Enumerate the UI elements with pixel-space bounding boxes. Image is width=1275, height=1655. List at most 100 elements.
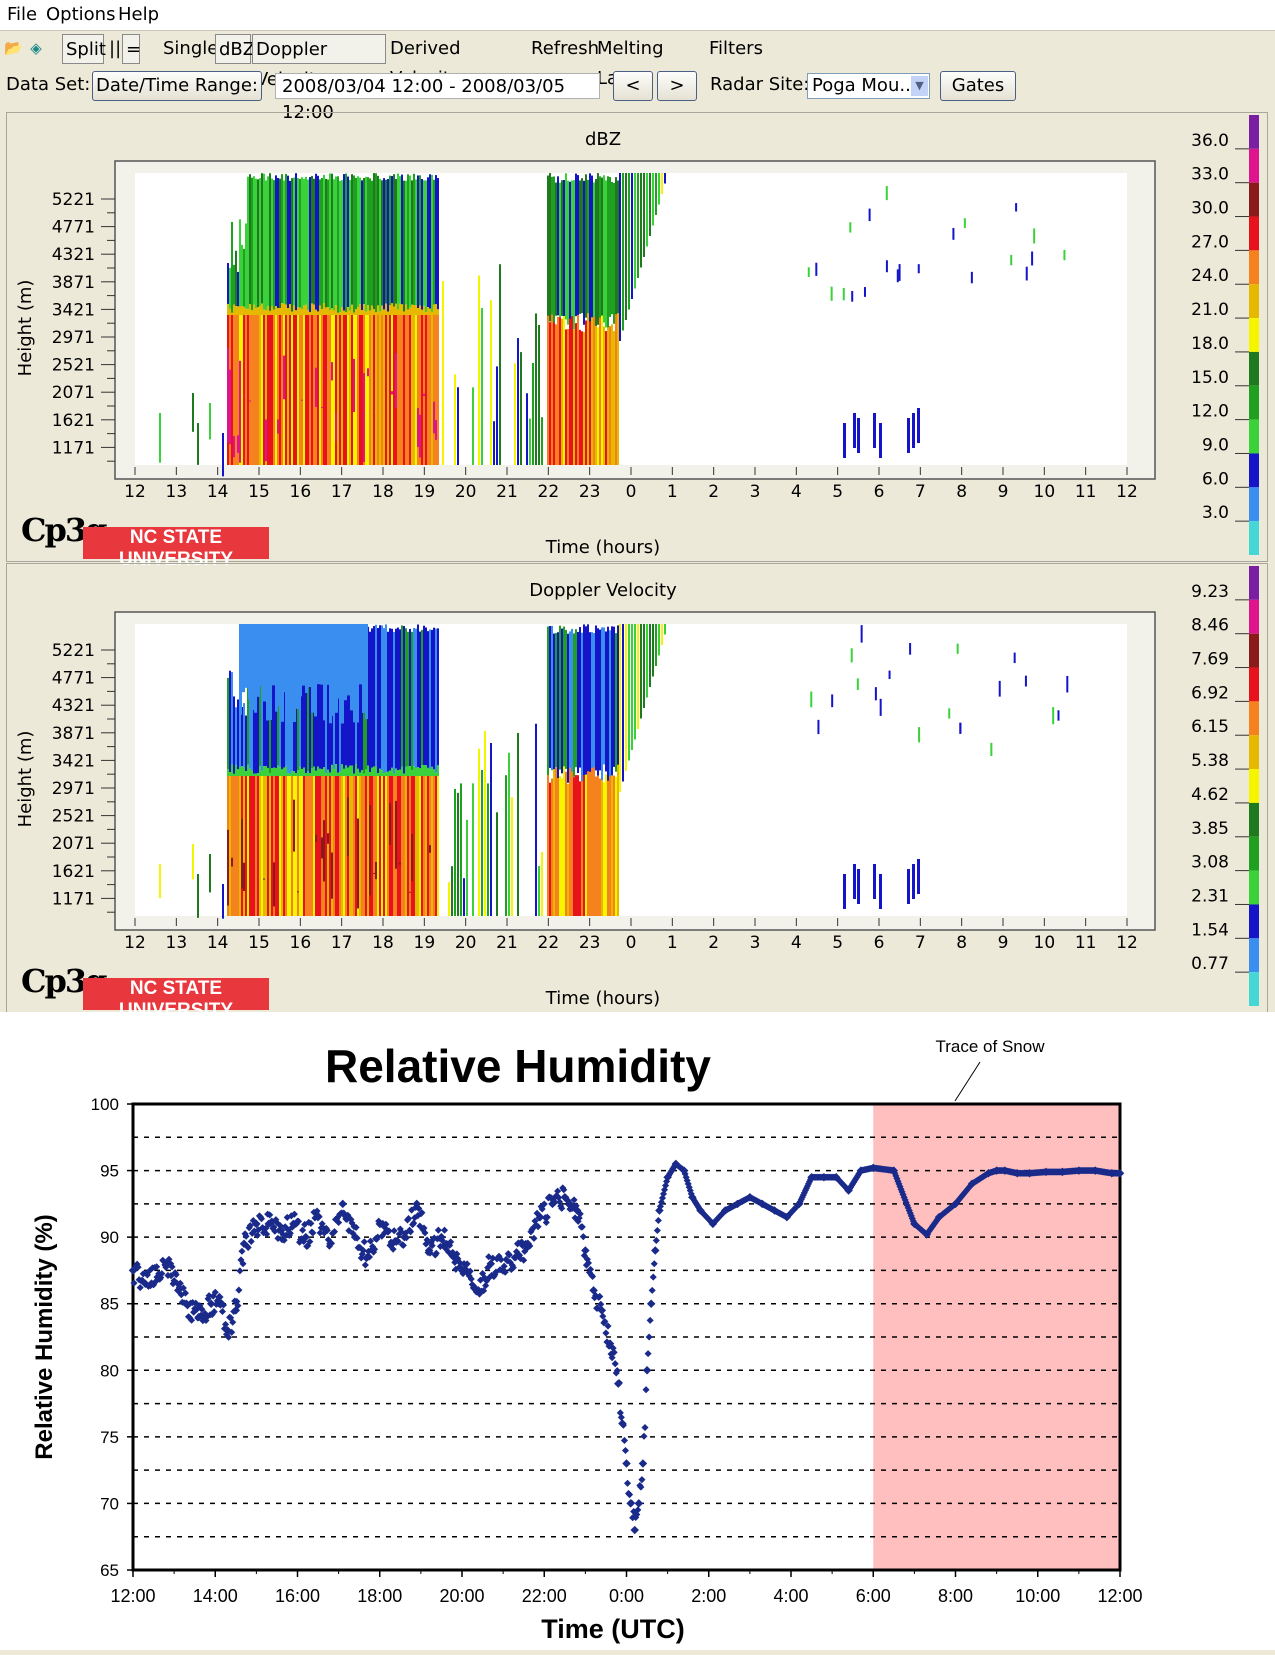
radar-echo [303,627,305,768]
rh-trace-marker [646,1316,654,1324]
date-range-field[interactable]: 2008/03/04 12:00 - 2008/03/05 12:00 [275,73,600,123]
radar-site-select[interactable]: Poga Mou... ▼ [807,73,930,99]
radar-echo [231,221,233,313]
radar-echo [551,778,553,916]
x-tick-label: 4 [791,933,802,953]
radar-echo [229,308,231,315]
radar-echo [355,764,357,776]
radar-echo [567,783,569,916]
radar-echo [281,315,283,465]
chevron-down-icon[interactable]: ▼ [911,76,928,96]
doppler-velocity-panel: 5221 4771 4321 3871 3421 2971 2521 2071 1621 1171… [6,563,1268,1021]
radar-echo [307,776,309,916]
radar-echo [277,308,279,315]
radar-echo [409,175,411,308]
rh-y-tick-label: 100 [91,1095,119,1114]
colorbar-label: 30.0 [1191,199,1229,219]
radar-echo [379,178,381,312]
y-tick-label: 2971 [52,779,95,799]
rh-x-axis-label: Time (UTC) [541,1614,685,1644]
rh-trace-marker [235,1286,243,1294]
rh-trace-marker [365,1253,374,1261]
radar-echo [571,628,573,781]
radar-echo [581,178,583,314]
side-by-side-button[interactable]: || [109,38,122,59]
radar-echo [265,776,267,916]
radar-echo [579,180,581,314]
radar-echo [575,629,577,768]
radar-echo [415,628,417,769]
radar-echo [263,173,265,310]
radar-echo [321,768,323,776]
gates-button[interactable]: Gates [940,71,1016,101]
radar-echo [842,287,845,301]
radar-echo [538,865,540,916]
radar-echo [655,624,657,666]
rh-y-tick-label: 90 [100,1228,119,1247]
radar-echo [319,305,321,315]
doppler-velocity-button[interactable]: Doppler Velocity [252,34,386,90]
split-button[interactable]: Split [62,34,106,64]
menu-file[interactable]: File [7,4,38,25]
radar-echo [419,315,421,465]
melting-layer-button[interactable]: Melting Layer [597,38,664,89]
radar-echo [239,672,241,768]
layers-icon[interactable]: ◈ [30,39,42,57]
radar-echo [245,776,247,916]
rh-trace-marker [654,1216,662,1225]
single-button[interactable]: Single [163,38,219,59]
radar-echo [255,773,257,776]
rh-trace-marker [642,1386,650,1394]
radar-echo [357,307,359,315]
radar-echo [577,631,579,774]
menu-options[interactable]: Options [46,4,116,25]
radar-echo [345,173,347,313]
folder-open-icon[interactable]: 📂 [4,39,23,57]
filters-button[interactable]: Filters [709,38,763,59]
next-button[interactable]: > [657,71,697,101]
radar-echo [655,173,657,215]
radar-echo [335,764,337,776]
radar-echo [263,624,266,702]
radar-echo [285,776,287,916]
x-tick-label: 7 [915,482,926,502]
x-tick-label: 23 [579,933,601,953]
radar-echo [293,315,295,465]
radar-echo [299,307,301,315]
radar-echo [399,315,401,465]
x-tick-label: 1 [667,933,678,953]
y-tick-label: 1621 [52,862,95,882]
radar-echo [661,624,663,645]
dbz-button[interactable]: dBZ [215,34,255,64]
radar-site-label: Radar Site: [710,74,810,95]
radar-echo [391,391,393,395]
radar-echo [245,771,247,776]
radar-echo [257,307,259,315]
radar-echo [291,178,293,312]
stacked-button[interactable]: = [122,34,141,64]
radar-echo [159,864,161,899]
radar-echo [511,797,513,916]
x-tick-label: 5 [832,933,843,953]
date-time-range-button[interactable]: Date/Time Range: [92,71,262,101]
radar-echo [435,315,437,465]
menu-bar: File Options Help [0,0,1275,31]
radar-echo [343,768,345,776]
radar-echo [239,360,241,463]
radar-echo [417,408,419,448]
radar-echo [807,267,810,277]
radar-echo [571,180,573,320]
x-tick-label: 0 [626,933,637,953]
previous-button[interactable]: < [613,71,653,101]
derived-velocity-button[interactable]: Derived Velocity [390,38,461,89]
radar-echo [393,174,395,307]
radar-echo [341,624,344,724]
radar-echo [275,306,277,315]
radar-echo [569,318,571,465]
radar-echo [597,327,599,465]
menu-help[interactable]: Help [118,4,160,25]
radar-echo [559,625,561,770]
refresh-button[interactable]: Refresh [531,38,599,59]
radar-echo [309,773,311,776]
y-tick-label: 5221 [52,641,95,661]
